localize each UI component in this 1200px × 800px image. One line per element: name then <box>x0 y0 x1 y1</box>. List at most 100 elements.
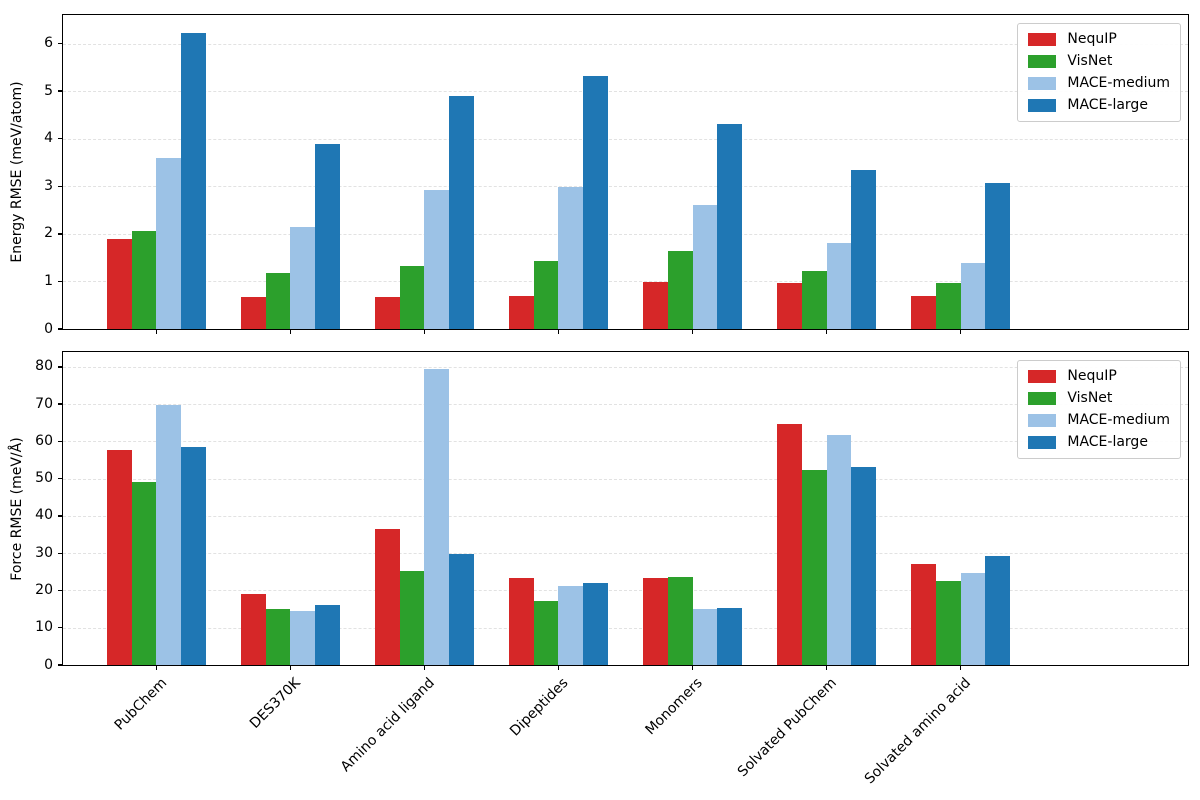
bar-visnet-solvated-amino-acid <box>935 282 961 329</box>
bar-mace-medium-dipeptides <box>558 187 584 329</box>
bar-nequip-solvated-amino-acid <box>911 296 936 329</box>
legend-label-mace-large: MACE-large <box>1067 434 1148 450</box>
bar-mace-medium-solvated-pubchem <box>826 434 852 665</box>
y-tick-label-0: 0 <box>44 320 53 337</box>
bar-mace-medium-solvated-amino-acid <box>960 263 986 329</box>
bar-mace-large-monomers <box>717 124 742 329</box>
gridline-y-4 <box>63 138 1188 140</box>
y-tick-label-2: 2 <box>44 225 53 242</box>
bar-visnet-dipeptides <box>533 261 559 329</box>
gridline-y-80 <box>63 366 1188 368</box>
x-tick-label-amino-acid-ligand: Amino acid ligand <box>337 675 438 776</box>
gridline-y-20 <box>63 590 1188 592</box>
legend-label-nequip: NequIP <box>1067 368 1117 384</box>
y-tick-label-70: 70 <box>35 395 53 412</box>
bar-mace-medium-des370k <box>290 611 316 665</box>
legend-item-mace-large: MACE-large <box>1028 98 1170 113</box>
y-tick-label-10: 10 <box>35 619 53 636</box>
legend-label-visnet: VisNet <box>1067 390 1113 406</box>
y-tick-mark-5 <box>58 90 63 92</box>
legend-item-mace-medium: MACE-medium <box>1028 413 1170 428</box>
bar-visnet-pubchem <box>131 231 157 329</box>
bar-mace-medium-solvated-pubchem <box>826 243 852 329</box>
bar-mace-medium-pubchem <box>156 157 182 329</box>
legend-label-mace-medium: MACE-medium <box>1067 412 1170 428</box>
legend-item-nequip: NequIP <box>1028 32 1170 47</box>
bar-nequip-pubchem <box>107 238 132 329</box>
y-tick-mark-50 <box>58 477 63 480</box>
x-tick-mark-solvated-pubchem <box>825 329 828 334</box>
bar-visnet-solvated-pubchem <box>801 469 827 665</box>
x-tick-label-monomers: Monomers <box>642 675 706 739</box>
y-tick-label-5: 5 <box>44 82 53 99</box>
y-tick-label-50: 50 <box>35 470 53 487</box>
bar-mace-large-pubchem <box>181 33 206 329</box>
y-tick-label-1: 1 <box>44 272 53 289</box>
legend-item-mace-medium: MACE-medium <box>1028 76 1170 91</box>
y-tick-mark-4 <box>58 137 63 140</box>
x-tick-mark-solvated-amino-acid <box>959 665 962 670</box>
x-tick-mark-des370k <box>289 329 292 334</box>
bar-nequip-dipeptides <box>509 578 534 665</box>
y-tick-mark-0 <box>58 664 63 666</box>
bar-nequip-dipeptides <box>509 295 534 329</box>
bar-visnet-monomers <box>667 250 693 329</box>
legend-item-visnet: VisNet <box>1028 54 1170 69</box>
bar-mace-large-monomers <box>717 607 742 665</box>
legend: NequIP VisNet MACE-medium MACE-large <box>1017 23 1181 122</box>
legend-swatch-nequip-icon <box>1028 33 1057 46</box>
bar-nequip-amino-acid-ligand <box>375 297 400 329</box>
x-tick-label-dipeptides: Dipeptides <box>507 675 572 740</box>
y-tick-mark-3 <box>58 185 63 187</box>
bar-nequip-des370k <box>241 594 266 665</box>
energy-rmse-chart: Energy RMSE (meV/atom) 0 1 2 3 4 5 6 NequIP VisN… <box>9 14 1189 336</box>
bar-mace-medium-monomers <box>692 205 718 329</box>
x-tick-mark-dipeptides <box>557 665 560 670</box>
bar-nequip-des370k <box>241 297 266 329</box>
x-tick-mark-monomers <box>691 665 694 670</box>
bar-nequip-pubchem <box>107 450 132 665</box>
y-tick-mark-20 <box>58 589 63 592</box>
legend-item-mace-large: MACE-large <box>1028 435 1170 450</box>
legend: NequIP VisNet MACE-medium MACE-large <box>1017 360 1181 459</box>
bar-visnet-solvated-amino-acid <box>935 581 961 665</box>
y-tick-mark-80 <box>58 366 63 368</box>
gridline-y-70 <box>63 404 1188 406</box>
y-tick-label-60: 60 <box>35 432 53 449</box>
y-tick-label-0: 0 <box>44 656 53 673</box>
bar-mace-medium-des370k <box>290 226 316 329</box>
bar-visnet-dipeptides <box>533 600 559 665</box>
y-tick-label-40: 40 <box>35 507 53 524</box>
bar-nequip-solvated-amino-acid <box>911 564 936 665</box>
bar-nequip-solvated-pubchem <box>777 283 802 329</box>
y-tick-label-20: 20 <box>35 581 53 598</box>
bar-mace-medium-amino-acid-ligand <box>424 369 450 665</box>
bar-mace-large-solvated-amino-acid <box>985 183 1010 329</box>
x-tick-mark-solvated-pubchem <box>825 665 828 670</box>
bar-visnet-monomers <box>667 577 693 665</box>
bar-mace-medium-monomers <box>692 609 718 665</box>
x-tick-label-des370k: DES370K <box>246 675 304 732</box>
y-tick-label-3: 3 <box>44 177 53 194</box>
y-tick-mark-0 <box>58 328 63 330</box>
x-tick-mark-solvated-amino-acid <box>959 329 962 334</box>
energy-y-axis-label: Energy RMSE (meV/atom) <box>9 81 25 263</box>
bar-mace-large-amino-acid-ligand <box>449 553 474 665</box>
bar-mace-large-amino-acid-ligand <box>449 95 474 329</box>
y-tick-mark-70 <box>58 403 63 405</box>
y-tick-mark-40 <box>58 515 63 517</box>
y-tick-mark-10 <box>58 627 63 629</box>
bar-mace-large-des370k <box>315 144 340 329</box>
bar-visnet-des370k <box>265 273 291 329</box>
y-tick-label-4: 4 <box>44 130 53 147</box>
bar-visnet-des370k <box>265 609 291 665</box>
legend-swatch-nequip-icon <box>1028 370 1057 383</box>
bar-visnet-solvated-pubchem <box>801 270 827 329</box>
x-tick-label-pubchem: PubChem <box>111 675 170 734</box>
y-tick-label-80: 80 <box>35 358 53 375</box>
x-tick-mark-pubchem <box>155 665 158 670</box>
legend-swatch-mace-large-icon <box>1028 436 1057 449</box>
gridline-y-40 <box>63 515 1188 517</box>
legend-label-mace-medium: MACE-medium <box>1067 75 1170 91</box>
